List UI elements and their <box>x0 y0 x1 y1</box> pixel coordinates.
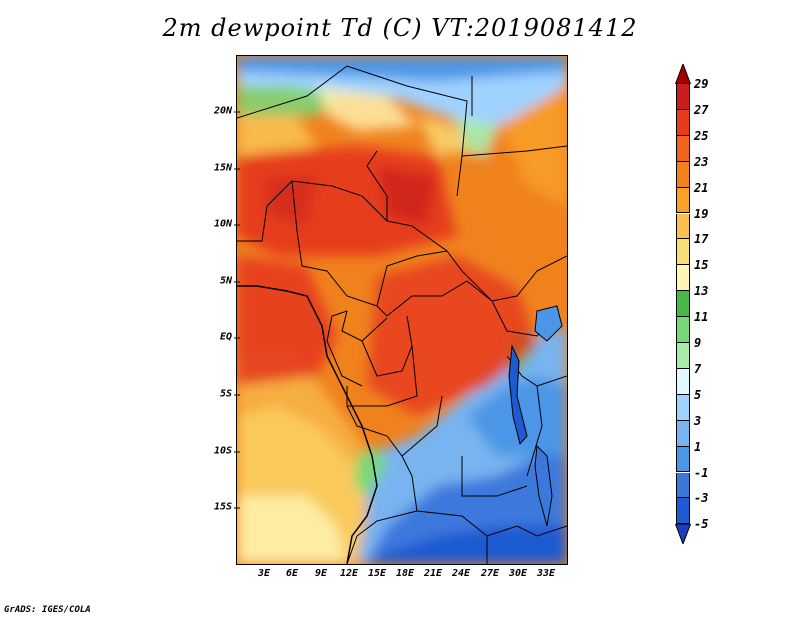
colorbar-segment <box>676 135 690 162</box>
colorbar-segment <box>676 161 690 188</box>
lon-label: 9E <box>314 568 328 579</box>
lon-label: 30E <box>508 568 528 579</box>
lon-label: 21E <box>423 568 443 579</box>
coastline <box>237 285 378 564</box>
lat-label: 20N <box>213 105 241 117</box>
country-borders <box>237 65 567 564</box>
colorbar-label: 9 <box>694 336 702 350</box>
lon-label: 24E <box>451 568 471 579</box>
colorbar-segment <box>676 317 690 343</box>
colorbar-top-triangle <box>675 64 691 84</box>
lake-tanganyika <box>508 344 528 446</box>
lon-label: 18E <box>395 568 415 579</box>
colorbar-label: 17 <box>694 232 709 247</box>
colorbar-segment <box>676 291 690 318</box>
credit-text: GrADS: IGES/COLA <box>4 605 91 615</box>
colorbar-label: -1 <box>694 465 709 480</box>
lat-label: 10N <box>213 218 241 230</box>
colorbar-segment <box>676 394 690 421</box>
dewpoint-map <box>236 55 568 565</box>
colorbar-label: -5 <box>694 517 709 532</box>
colorbar-segment <box>676 84 690 110</box>
colorbar-label: 1 <box>694 439 702 454</box>
colorbar-segment <box>676 265 690 292</box>
colorbar-label: 15 <box>694 258 709 273</box>
colorbar-segment <box>676 446 690 473</box>
colorbar-segment <box>676 343 690 369</box>
map-canvas <box>237 56 567 564</box>
colorbar-segment <box>676 239 690 266</box>
colorbar-segment <box>676 109 690 136</box>
colorbar-segment <box>676 498 690 525</box>
colorbar-label: 19 <box>694 206 709 221</box>
colorbar-label: 11 <box>694 310 709 325</box>
colorbar-segment <box>676 420 690 447</box>
colorbar-label: 23 <box>694 154 709 169</box>
lon-label: 15E <box>367 568 387 579</box>
colorbar-label: 27 <box>694 102 709 117</box>
lat-label: 15S <box>213 501 241 513</box>
lon-label: 33E <box>536 568 556 579</box>
colorbar-label: 21 <box>694 180 709 195</box>
lon-label: 6E <box>285 568 299 579</box>
lon-label: 12E <box>339 568 359 579</box>
colorbar-bottom-triangle <box>675 524 691 545</box>
colorbar-label: 29 <box>694 77 709 91</box>
colorbar-label: -3 <box>694 491 709 506</box>
lake-victoria <box>534 305 563 342</box>
colorbar-segment <box>676 187 690 214</box>
chart-title: 2m dewpoint Td (C) VT:2019081412 <box>162 14 638 42</box>
lat-label: 5S <box>219 388 241 400</box>
colorbar-segment <box>676 472 690 499</box>
colorbar-segment <box>676 213 690 240</box>
lon-label: 27E <box>480 568 500 579</box>
colorbar-label: 7 <box>694 361 702 376</box>
colorbar-label: 13 <box>694 284 709 299</box>
lon-label: 3E <box>257 568 271 579</box>
lat-label: 10S <box>213 445 241 457</box>
lat-label: 5N <box>219 275 241 287</box>
colorbar-label: 5 <box>694 387 702 402</box>
colorbar-label: 25 <box>694 128 709 143</box>
lat-label: EQ <box>219 331 241 343</box>
lat-label: 15N <box>213 162 241 174</box>
dewpoint-field <box>237 56 567 564</box>
colorbar-label: 3 <box>694 413 702 428</box>
lake-malawi <box>534 444 553 527</box>
colorbar-segment <box>676 368 690 395</box>
